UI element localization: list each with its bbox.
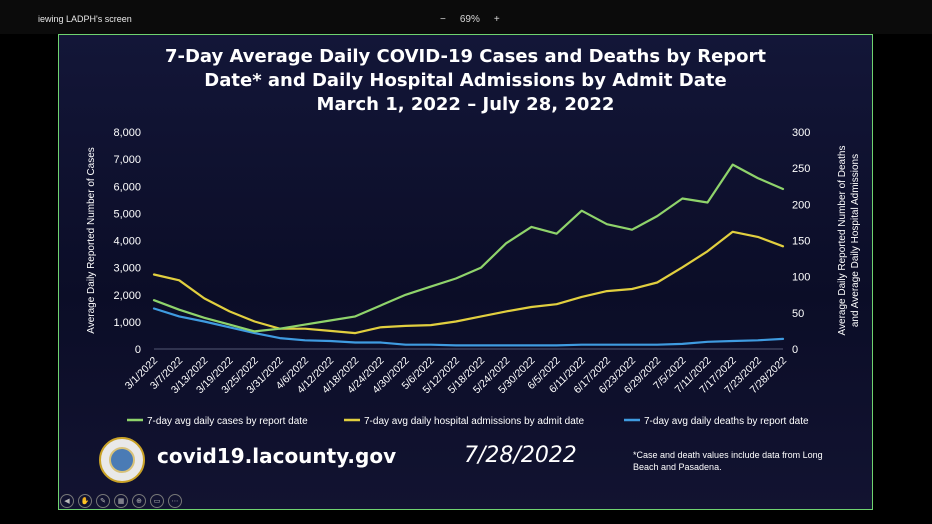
slides-icon[interactable]: ▦	[114, 494, 128, 508]
zoom-controls: − 69% +	[440, 14, 500, 25]
left-tick-label: 1,000	[113, 317, 141, 329]
zoom-out-button[interactable]: −	[440, 14, 446, 25]
right-tick-label: 300	[792, 127, 810, 139]
previous-slide-icon[interactable]: ◀	[60, 494, 74, 508]
right-tick-label: 150	[792, 236, 810, 248]
screen-share-bar: iewing LADPH's screen − 69% +	[0, 0, 932, 34]
more-options-icon[interactable]: ⋯	[168, 494, 182, 508]
left-tick-label: 7,000	[113, 154, 141, 166]
report-date: 7/28/2022	[464, 443, 577, 468]
right-axis-label-line-1: Average Daily Reported Number of Deaths	[837, 146, 848, 336]
pen-icon[interactable]: ✎	[96, 494, 110, 508]
series-line-deaths	[152, 307, 785, 347]
la-county-seal-logo	[99, 437, 145, 483]
left-tick-label: 0	[135, 344, 141, 356]
left-tick-label: 3,000	[113, 263, 141, 275]
pointer-icon[interactable]: ✋	[78, 494, 92, 508]
series-line-admissions	[152, 230, 785, 335]
screen-share-label: iewing LADPH's screen	[38, 14, 132, 24]
covid-line-chart: 0 1,000 2,000 3,000 4,000 5,000 6,000 7,000 8,00…	[86, 127, 861, 427]
right-axis-label-line-2: and Average Daily Hospital Admissions	[850, 154, 861, 327]
slide-controls: ◀ ✋ ✎ ▦ ⊕ ▭ ⋯	[60, 494, 182, 508]
right-tick-label: 100	[792, 272, 810, 284]
title-line-2: Date* and Daily Hospital Admissions by A…	[204, 70, 727, 91]
chart-title: 7-Day Average Daily COVID-19 Cases and D…	[119, 45, 812, 117]
right-tick-label: 50	[792, 308, 804, 320]
title-line-3: March 1, 2022 – July 28, 2022	[316, 94, 615, 115]
presentation-slide: 7-Day Average Daily COVID-19 Cases and D…	[58, 34, 873, 510]
legend-label-cases: 7-day avg daily cases by report date	[147, 416, 308, 427]
slide-background	[59, 35, 872, 509]
left-tick-label: 4,000	[113, 236, 141, 248]
left-axis-label: Average Daily Reported Number of Cases	[86, 147, 97, 334]
left-tick-label: 6,000	[113, 181, 141, 193]
subtitle-icon[interactable]: ▭	[150, 494, 164, 508]
left-tick-label: 2,000	[113, 290, 141, 302]
left-tick-label: 5,000	[113, 208, 141, 220]
zoom-in-button[interactable]: +	[493, 14, 500, 25]
series-line-cases	[152, 163, 785, 333]
title-line-1: 7-Day Average Daily COVID-19 Cases and D…	[164, 46, 767, 67]
zoom-icon[interactable]: ⊕	[132, 494, 146, 508]
footnote: *Case and death values include data from…	[633, 450, 823, 472]
right-tick-label: 250	[792, 163, 810, 175]
legend-label-deaths: 7-day avg daily deaths by report date	[644, 416, 809, 427]
right-tick-label: 200	[792, 199, 810, 211]
website-text: covid19.lacounty.gov	[157, 444, 397, 468]
zoom-level: 69%	[459, 14, 480, 25]
left-tick-label: 8,000	[113, 127, 141, 139]
legend-label-admissions: 7-day avg daily hospital admissions by a…	[364, 416, 585, 427]
right-tick-label: 0	[792, 344, 798, 356]
